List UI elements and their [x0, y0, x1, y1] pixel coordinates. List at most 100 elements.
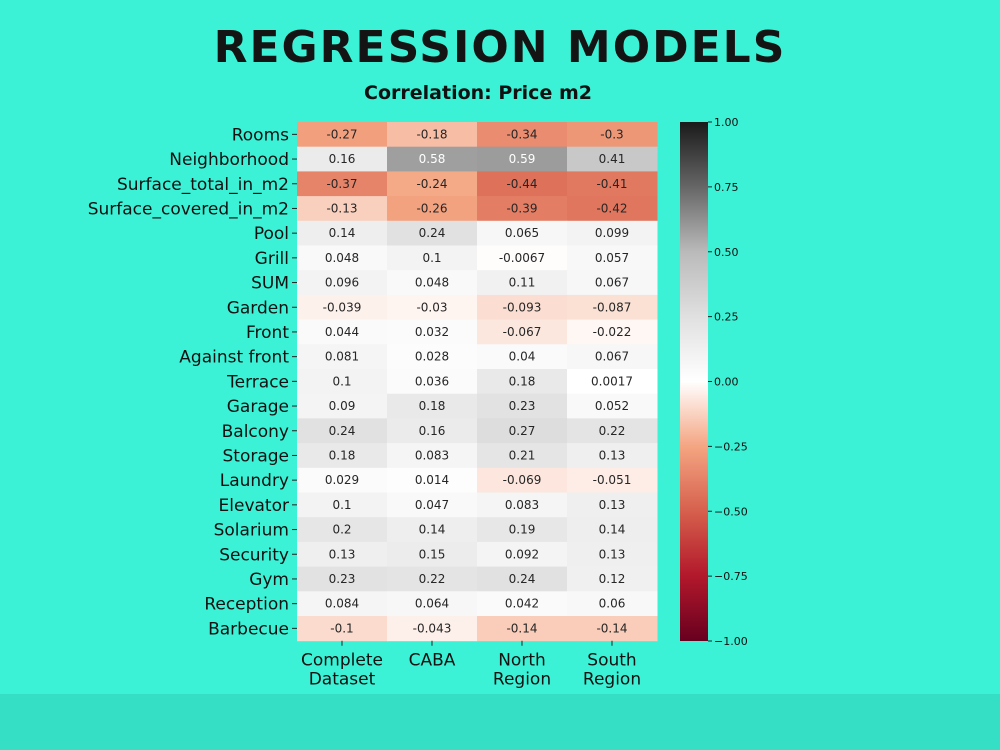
cell-value-label: -0.069 — [503, 473, 542, 487]
cell-value-label: 0.0017 — [591, 374, 633, 388]
row-label: Terrace — [226, 372, 289, 392]
colorbar-tick-label: −0.75 — [714, 570, 748, 583]
colorbar-tick-label: −1.00 — [714, 635, 748, 648]
cell-value-label: -0.03 — [416, 300, 447, 314]
row-label: Against front — [179, 348, 289, 368]
heatmap-cell — [477, 319, 568, 345]
heatmap-cell — [567, 171, 658, 197]
cell-value-label: 0.014 — [415, 473, 449, 487]
heatmap-cell — [297, 369, 388, 395]
heatmap-cell — [297, 171, 388, 197]
heatmap-cell — [477, 467, 568, 493]
chart-title: Correlation: Price m2 — [364, 82, 592, 104]
cell-value-label: -0.039 — [323, 300, 362, 314]
cell-value-label: -0.067 — [503, 325, 542, 339]
cell-value-label: 0.15 — [419, 547, 446, 561]
cell-value-label: 0.12 — [599, 572, 626, 586]
cell-value-label: 0.1 — [332, 374, 351, 388]
heatmap-cell — [477, 146, 568, 172]
colorbar-tick-label: 0.75 — [714, 181, 739, 194]
cell-value-label: 0.14 — [329, 226, 356, 240]
heatmap-cell — [567, 294, 658, 321]
row-label: Surface_total_in_m2 — [117, 175, 289, 195]
heatmap-cell — [297, 220, 388, 246]
cell-value-label: 0.047 — [415, 498, 449, 512]
cell-value-label: 0.22 — [419, 572, 446, 586]
heatmap-cell — [567, 418, 658, 444]
cell-value-label: 0.099 — [595, 226, 629, 240]
cell-value-label: -0.41 — [596, 177, 627, 191]
cell-value-label: 0.042 — [505, 597, 539, 611]
cell-value-label: -0.1 — [330, 621, 353, 635]
heatmap-cells: -0.27 -0.18 -0.34 -0.3 0.16 0.58 0.59 0.41 -0.37… — [297, 122, 658, 642]
cell-value-label: 0.057 — [595, 251, 629, 265]
heatmap-cell — [297, 492, 388, 518]
row-label: Gym — [249, 570, 289, 590]
row-label: Reception — [204, 595, 289, 615]
cell-value-label: 0.11 — [509, 276, 536, 290]
heatmap-cell — [387, 319, 478, 345]
heatmap-cell — [387, 344, 478, 370]
heatmap-cell — [477, 270, 568, 296]
heatmap-cell — [297, 541, 388, 568]
cell-value-label: -0.18 — [416, 127, 447, 141]
cell-value-label: 0.06 — [599, 597, 626, 611]
cell-value-label: 0.1 — [422, 251, 441, 265]
row-label: Garage — [227, 397, 289, 417]
heatmap-cell — [567, 467, 658, 493]
column-label: Region — [583, 670, 641, 690]
heatmap-cell — [567, 541, 658, 568]
heatmap-cell — [567, 146, 658, 172]
heatmap-cell — [297, 122, 388, 148]
heatmap-cell — [477, 344, 568, 370]
colorbar-tick-label: 0.25 — [714, 311, 739, 324]
cell-value-label: 0.1 — [332, 498, 351, 512]
heatmap-cell — [567, 492, 658, 518]
cell-value-label: -0.3 — [600, 127, 623, 141]
heatmap-cell — [387, 220, 478, 246]
row-label: SUM — [251, 274, 289, 294]
heatmap-cell — [387, 270, 478, 296]
cell-value-label: -0.0067 — [499, 251, 545, 265]
heatmap-cell — [387, 517, 478, 543]
cell-value-label: 0.27 — [509, 424, 536, 438]
heatmap-cell — [477, 220, 568, 246]
heatmap-cell — [387, 467, 478, 493]
heatmap-cell — [387, 146, 478, 172]
heatmap-cell — [567, 344, 658, 370]
heatmap-cell — [387, 541, 478, 568]
heatmap-cell — [387, 418, 478, 444]
heatmap-cell — [477, 566, 568, 592]
row-label: Rooms — [232, 125, 289, 145]
column-label: Complete — [301, 651, 383, 671]
column-label: CABA — [409, 651, 456, 671]
cell-value-label: 0.048 — [415, 276, 449, 290]
row-label: Laundry — [220, 471, 289, 491]
cell-value-label: 0.032 — [415, 325, 449, 339]
heatmap-cell — [297, 294, 388, 321]
cell-value-label: 0.13 — [599, 547, 626, 561]
heatmap-cell — [387, 566, 478, 592]
heatmap-cell — [297, 344, 388, 370]
row-label: Front — [246, 323, 289, 343]
colorbar-tick-label: −0.25 — [714, 440, 748, 453]
heatmap-cell — [477, 616, 568, 642]
cell-value-label: -0.087 — [593, 300, 632, 314]
heatmap-cell — [477, 122, 568, 148]
cell-value-label: 0.16 — [419, 424, 446, 438]
slide-title: REGRESSION MODELS — [213, 22, 787, 73]
heatmap-cell — [387, 369, 478, 395]
cell-value-label: 0.096 — [325, 276, 359, 290]
heatmap-cell — [477, 196, 568, 222]
heatmap-cell — [387, 122, 478, 148]
column-label: North — [498, 651, 546, 671]
cell-value-label: 0.028 — [415, 350, 449, 364]
heatmap-cell — [297, 319, 388, 345]
heatmap-cell — [387, 492, 478, 518]
colorbar-gradient — [680, 122, 708, 641]
heatmap-cell — [387, 196, 478, 222]
heatmap-cell — [567, 591, 658, 617]
column-label: Region — [493, 670, 551, 690]
heatmap-cell — [297, 467, 388, 493]
